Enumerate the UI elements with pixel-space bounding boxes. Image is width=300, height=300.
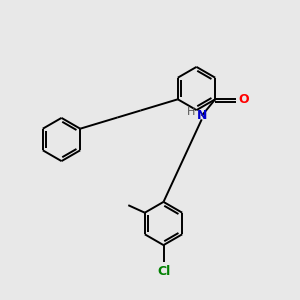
Text: O: O (238, 93, 249, 106)
Text: H: H (187, 107, 195, 117)
Text: Cl: Cl (157, 265, 170, 278)
Text: N: N (196, 109, 207, 122)
